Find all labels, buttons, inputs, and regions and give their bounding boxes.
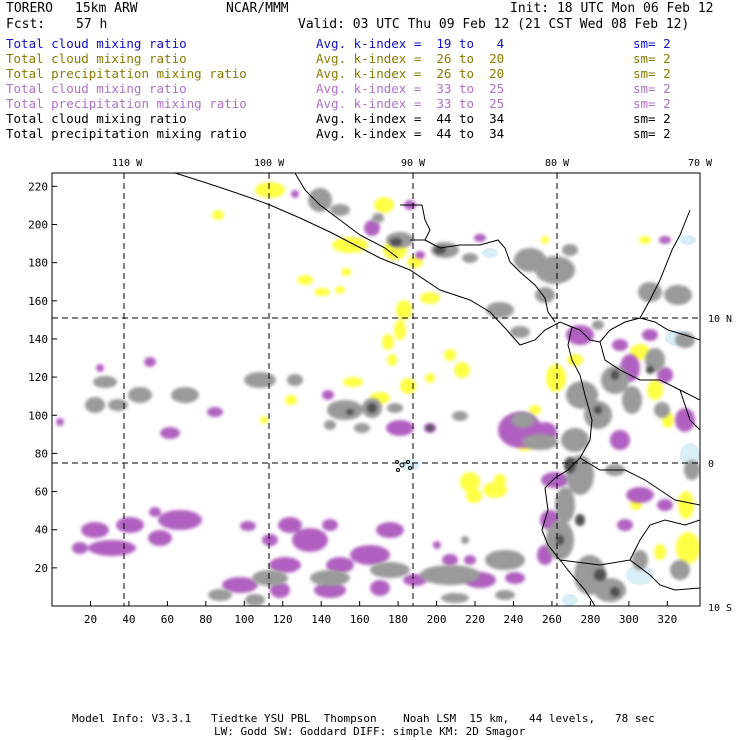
y-index-label: 160 [28,295,48,308]
x-index-label: 220 [465,613,485,626]
y-index-label: 100 [28,409,48,422]
legend-smoothing: sm= 2 [633,36,671,51]
legend-kindex-range: Avg. k-index = 19 to 4 [316,36,505,51]
legend-field-name: Total cloud mixing ratio [6,111,187,126]
x-index-label: 80 [199,613,212,626]
legend-kindex-range: Avg. k-index = 26 to 20 [316,66,505,81]
legend-row: Total precipitation mixing ratio Avg. k-i… [6,126,736,141]
x-index-label: 240 [504,613,524,626]
legend-smoothing: sm= 2 [633,51,671,66]
legend-smoothing: sm= 2 [633,66,671,81]
legend-smoothing: sm= 2 [633,81,671,96]
x-index-label: 20 [84,613,97,626]
x-index-label: 180 [388,613,408,626]
lat-lon-grid [52,173,700,606]
legend-kindex-range: Avg. k-index = 33 to 25 [316,96,505,111]
legend-field-name: Total cloud mixing ratio [6,51,187,66]
forecast-label: Fcst: [6,17,46,32]
legend-kindex-range: Avg. k-index = 33 to 25 [316,81,505,96]
y-index-label: 60 [35,486,48,499]
x-index-label: 200 [427,613,447,626]
x-index-label: 40 [122,613,135,626]
y-index-label: 120 [28,371,48,384]
y-index-label: 180 [28,257,48,270]
axis-ticks [52,185,668,606]
model-name: TORERO [6,1,53,16]
coastlines [174,173,700,606]
map-frame [51,172,701,607]
y-index-labels: 220 200 180 160 140 120 100 80 60 40 20 [28,180,48,574]
legend-row: Total precipitation mixing ratio Avg. k-i… [6,66,736,81]
legend-row: Total cloud mixing ratio Avg. k-index = 3… [6,81,736,96]
model-info-line: Model Info: V3.3.1 Tiedtke YSU PBL Thomp… [72,712,655,725]
field-legend: Total cloud mixing ratio Avg. k-index = 1… [6,36,736,141]
legend-kindex-range: Avg. k-index = 26 to 20 [316,51,505,66]
legend-field-name: Total precipitation mixing ratio [6,126,247,141]
x-index-label: 280 [580,613,600,626]
legend-kindex-range: Avg. k-index = 44 to 34 [316,111,505,126]
lon-label-80w: 80 W [545,158,570,169]
x-index-label: 120 [273,613,293,626]
model-resolution: 15km ARW [75,1,138,16]
legend-smoothing: sm= 2 [633,96,671,111]
legend-field-name: Total cloud mixing ratio [6,81,187,96]
x-index-label: 160 [350,613,370,626]
legend-smoothing: sm= 2 [633,111,671,126]
x-index-label: 140 [311,613,331,626]
legend-row: Total cloud mixing ratio Avg. k-index = 2… [6,51,736,66]
legend-row: Total precipitation mixing ratio Avg. k-i… [6,96,736,111]
y-index-label: 20 [35,562,48,575]
lon-label-70w: 70 W [688,158,713,169]
legend-field-name: Total precipitation mixing ratio [6,96,247,111]
y-index-label: 80 [35,447,48,460]
forecast-map: 110 W 100 W 90 W 80 W 70 W 10 N 0 10 S 2… [28,158,732,626]
legend-field-name: Total cloud mixing ratio [6,36,187,51]
init-time: Init: 18 UTC Mon 06 Feb 12 [510,1,714,16]
valid-time: Valid: 03 UTC Thu 09 Feb 12 (21 CST Wed … [298,17,690,32]
legend-row: Total cloud mixing ratio Avg. k-index = 4… [6,111,736,126]
x-index-label: 320 [657,613,677,626]
x-index-label: 100 [234,613,254,626]
legend-field-name: Total precipitation mixing ratio [6,66,247,81]
cloud-core-areas [346,238,654,597]
lon-label-110w: 110 W [112,158,143,169]
lon-label-100w: 100 W [254,158,285,169]
forecast-hours: 57 h [76,17,108,32]
x-index-label: 300 [619,613,639,626]
lat-label-0: 0 [708,459,714,470]
x-index-label: 60 [161,613,174,626]
y-index-label: 140 [28,333,48,346]
legend-smoothing: sm= 2 [633,126,671,141]
lon-label-90w: 90 W [401,158,426,169]
y-index-label: 220 [28,180,48,193]
model-center: NCAR/MMM [226,1,289,16]
x-index-label: 260 [542,613,562,626]
y-index-label: 200 [28,219,48,232]
legend-kindex-range: Avg. k-index = 44 to 34 [316,126,505,141]
y-index-label: 40 [35,524,48,537]
x-index-labels: 20 40 60 80 100 120 140 160 180 200 220 240 260 280 30… [84,613,677,626]
lat-label-10s: 10 S [708,603,732,614]
lat-label-10n: 10 N [708,314,732,325]
legend-row: Total cloud mixing ratio Avg. k-index = 1… [6,36,736,51]
physics-info-line: LW: Godd SW: Goddard DIFF: simple KM: 2D… [214,725,526,738]
